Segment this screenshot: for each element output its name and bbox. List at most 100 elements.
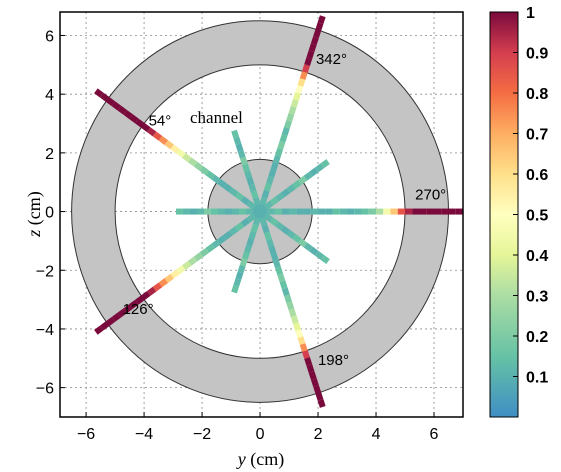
spoke-label-2: 198° (318, 352, 349, 369)
spoke-8-segment-9 (309, 167, 319, 177)
spoke-9-segment-4 (246, 176, 255, 186)
spoke-3-segment-22 (123, 304, 133, 314)
spoke-3-segment-24 (111, 312, 122, 322)
spoke-1-segment-27 (317, 15, 326, 25)
spoke-1-segment-15 (290, 99, 299, 108)
spoke-8-segment-6 (292, 179, 302, 189)
spoke-2-segment-20 (301, 350, 310, 360)
spoke-4-segment-23 (117, 105, 127, 115)
spoke-8-segment-8 (303, 171, 313, 181)
y-tick-label-2: −2 (36, 263, 54, 280)
spoke-4-segment-16 (158, 135, 169, 145)
spoke-4-segment-12 (182, 153, 192, 163)
spokes (94, 15, 463, 408)
spoke-label-4: 54° (149, 112, 172, 129)
spoke-2-segment-5 (268, 245, 277, 255)
spoke-1-segment-22 (306, 50, 315, 59)
x-tick-label-6: 6 (430, 426, 439, 443)
spoke-4-segment-1 (246, 200, 256, 210)
spoke-3-segment-10 (193, 252, 204, 262)
spoke-2-segment-17 (295, 329, 304, 339)
x-ticks: −6 −4 −2 0 2 4 6 (77, 412, 439, 443)
spoke-9-segment-1 (252, 197, 261, 206)
x-axis-label: y (cm) (236, 449, 284, 470)
spoke-4-segment-17 (152, 131, 163, 141)
spoke-2-segment-24 (310, 378, 319, 387)
x-tick-label-0: −6 (77, 426, 95, 443)
spoke-2-segment-8 (275, 266, 284, 276)
colorbar-tick-label-7: 0.8 (526, 86, 548, 103)
spoke-1-segment-14 (288, 105, 297, 115)
spoke-2-segment-25 (313, 385, 322, 394)
spoke-1-segment-12 (284, 119, 293, 129)
spoke-3-segment-16 (158, 278, 169, 288)
y-axis-label: z (cm) (24, 191, 45, 238)
colorbar-tick-label-2: 0.3 (526, 289, 548, 306)
spoke-8-segment-2 (269, 196, 279, 206)
spoke-9-segment-6 (242, 163, 250, 173)
spoke-2-segment-7 (272, 259, 281, 269)
channel-annotation: channel (190, 108, 243, 127)
spoke-3-segment-25 (105, 316, 116, 327)
y-tick-label-6: 6 (45, 28, 54, 45)
spoke-1-segment-2 (261, 189, 270, 199)
spoke-4-segment-2 (240, 196, 251, 206)
spoke-1-segment-24 (310, 36, 319, 46)
spoke-4-segment-27 (94, 88, 104, 98)
spoke-3-segment-11 (187, 256, 198, 266)
spoke-1-segment-1 (259, 196, 268, 206)
spoke-3-segment-8 (205, 243, 215, 253)
spoke-3-segment-12 (182, 260, 192, 271)
spoke-4-segment-6 (217, 178, 227, 189)
spoke-7-segment-11 (320, 255, 330, 265)
spoke-3-segment-27 (94, 325, 104, 335)
spoke-4-segment-21 (129, 114, 139, 124)
spoke-6-segment-7 (239, 257, 248, 267)
spoke-9-segment-3 (248, 183, 257, 193)
colorbar-tick-label-8: 0.9 (526, 46, 548, 63)
spoke-3-segment-15 (164, 273, 174, 283)
spoke-4-segment-25 (105, 97, 116, 107)
spoke-1-segment-3 (263, 182, 272, 192)
spoke-3-segment-14 (170, 269, 180, 279)
spoke-4-segment-5 (223, 183, 233, 193)
spoke-8-segment-1 (263, 200, 274, 210)
spoke-7-segment-8 (303, 242, 313, 252)
spoke-3-segment-1 (246, 213, 256, 223)
spoke-1-segment-9 (277, 140, 286, 150)
spoke-2-segment-2 (261, 224, 270, 234)
spoke-1-segment-11 (281, 126, 290, 136)
spoke-9-segment-9 (235, 143, 244, 152)
spoke-2-segment-15 (290, 315, 299, 325)
spoke-9-segment-11 (231, 129, 240, 139)
spoke-7-segment-3 (275, 221, 285, 231)
colorbar-ticks: 0.1 0.2 0.3 0.4 0.5 0.6 0.7 0.8 0.9 1 (513, 5, 548, 387)
colorbar-tick-label-9: 1 (526, 5, 535, 22)
spoke-3-segment-3 (234, 222, 245, 232)
spoke-4-segment-7 (211, 174, 221, 184)
spoke-2-segment-26 (315, 392, 324, 401)
spoke-4-segment-11 (187, 157, 198, 167)
spoke-label-3: 126° (123, 301, 154, 318)
colorbar-tick-label-1: 0.2 (526, 329, 548, 346)
spoke-7-segment-7 (297, 238, 308, 248)
spoke-2-segment-23 (308, 371, 317, 380)
spoke-2-segment-16 (293, 322, 301, 332)
spoke-1-segment-17 (295, 85, 304, 94)
x-tick-label-3: 0 (256, 426, 265, 443)
spoke-3-segment-5 (223, 230, 233, 240)
spoke-6-segment-3 (248, 230, 257, 240)
spoke-9-segment-0 (255, 203, 263, 213)
spoke-2-segment-6 (270, 252, 279, 262)
spoke-4-segment-22 (123, 109, 133, 120)
spoke-3-segment-18 (146, 286, 157, 296)
spoke-2-segment-14 (288, 308, 297, 318)
spoke-2-segment-27 (317, 399, 326, 408)
spoke-2-segment-11 (281, 287, 290, 297)
spoke-8-segment-11 (320, 159, 330, 169)
spoke-6-segment-8 (237, 264, 246, 274)
spoke-1-segment-13 (286, 112, 295, 122)
spoke-1-segment-21 (304, 57, 313, 66)
spoke-8-segment-3 (275, 192, 285, 202)
